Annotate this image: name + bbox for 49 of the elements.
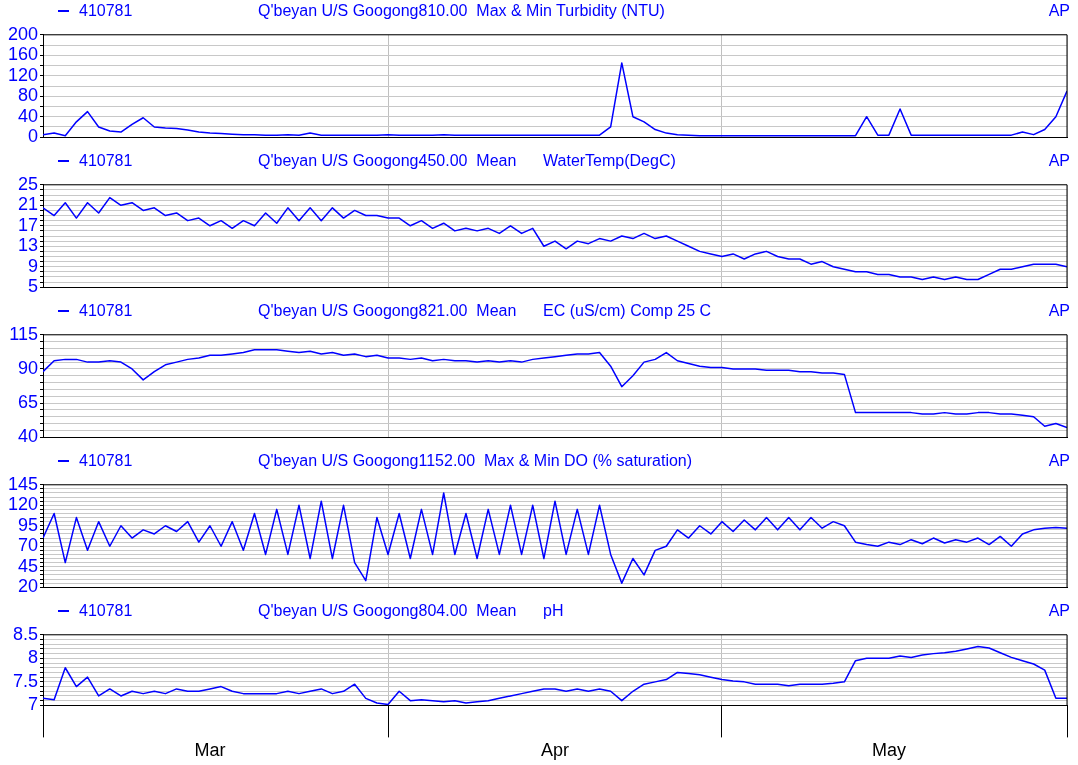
y-tick-label: 8 — [27, 647, 38, 668]
legend-label: 410781 — [79, 152, 133, 170]
y-tick-label: 95 — [17, 514, 38, 535]
y-tick-label: 40 — [17, 426, 38, 447]
y-tick-label: 115 — [9, 323, 38, 344]
chart-subtitle: Mean EC (uS/cm) Comp 25 C — [475, 302, 712, 319]
y-tick-label: 145 — [7, 473, 38, 494]
y-tick-label: 90 — [17, 357, 38, 378]
chart-subtitle: Mean WaterTemp(DegC) — [475, 152, 676, 169]
chart-subtitle: Mean pH — [475, 602, 564, 619]
chart-title: Q'beyan U/S Googong810.00 — [258, 2, 468, 19]
y-tick-label: 40 — [17, 105, 38, 126]
y-tick-label: 7.5 — [12, 670, 38, 691]
chart-title: Q'beyan U/S Googong450.00 — [258, 152, 468, 169]
legend-label: 410781 — [79, 452, 133, 470]
y-tick-label: 13 — [17, 235, 38, 256]
text: AP — [1048, 452, 1070, 470]
y-tick-label: 160 — [7, 44, 38, 65]
x-tick-label: Apr — [540, 740, 570, 761]
text: AP — [1048, 302, 1070, 320]
x-tick-label: Mar — [194, 740, 226, 761]
y-tick-label: 7 — [27, 694, 38, 715]
chart-title: Q'beyan U/S Googong804.00 — [258, 602, 468, 619]
y-tick-label: 0 — [27, 126, 38, 147]
y-tick-label: 80 — [17, 85, 38, 106]
x-tick-label: May — [871, 740, 906, 761]
text: AP — [1048, 2, 1070, 20]
chart-subtitle: Max & Min Turbidity (NTU) — [475, 2, 665, 19]
y-tick-label: 9 — [27, 255, 38, 276]
chart-subtitle: Max & Min DO (% saturation) — [483, 452, 693, 469]
chart-title: Q'beyan U/S Googong1152.00 — [258, 452, 476, 469]
y-tick-label: 120 — [7, 494, 38, 515]
legend-label: 410781 — [79, 602, 133, 620]
y-tick-label: 70 — [17, 535, 38, 556]
legend-label: 410781 — [79, 302, 133, 320]
y-tick-label: 21 — [17, 194, 38, 215]
y-tick-label: 5 — [27, 276, 38, 297]
chart-title: Q'beyan U/S Googong821.00 — [258, 302, 468, 319]
y-tick-label: 20 — [17, 576, 38, 597]
y-tick-label: 200 — [7, 23, 38, 44]
y-tick-label: 17 — [17, 214, 38, 235]
legend-label: 410781 — [79, 2, 133, 20]
y-tick-label: 120 — [7, 64, 38, 85]
text: AP — [1048, 602, 1070, 620]
y-tick-label: 45 — [17, 555, 38, 576]
y-tick-label: 25 — [17, 173, 38, 194]
y-tick-label: 8.5 — [12, 623, 38, 644]
y-tick-label: 65 — [17, 392, 38, 413]
text: AP — [1048, 152, 1070, 170]
